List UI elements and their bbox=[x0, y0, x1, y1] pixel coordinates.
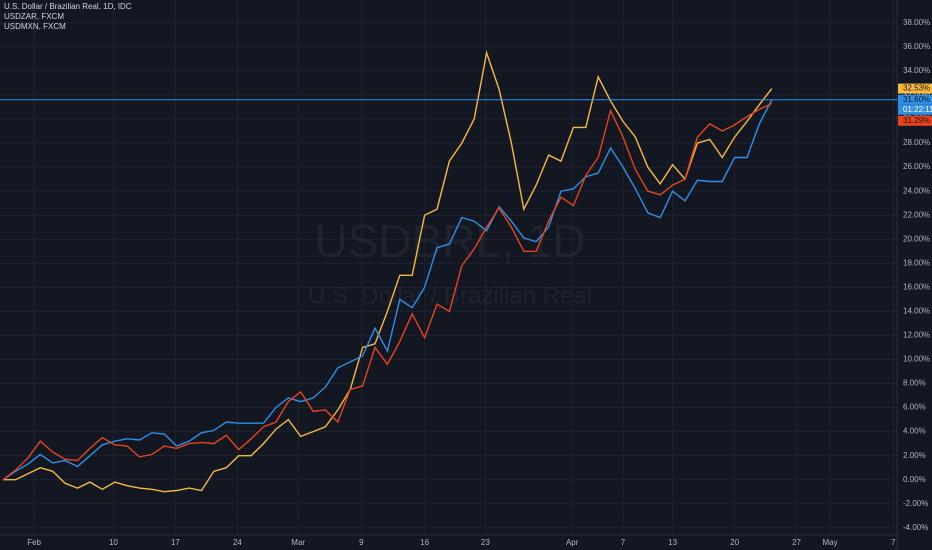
legend-entry: U.S. Dollar / Brazilian Real, 1D, IDC bbox=[4, 2, 132, 11]
series-line bbox=[2, 99, 773, 481]
y-tick-label: 36.00% bbox=[903, 42, 930, 51]
y-tick-label: 14.00% bbox=[903, 306, 930, 315]
y-tick-label: -2.00% bbox=[903, 499, 928, 508]
x-tick-label: 24 bbox=[233, 538, 242, 547]
x-tick-label: 9 bbox=[359, 538, 364, 547]
x-tick-label: 16 bbox=[420, 538, 429, 547]
x-tick-label: 27 bbox=[792, 538, 801, 547]
price-box bbox=[898, 94, 932, 105]
x-tick-label: Mar bbox=[291, 538, 305, 547]
y-tick-label: 28.00% bbox=[903, 138, 930, 147]
y-tick-label: 8.00% bbox=[903, 379, 926, 388]
price-label: 31.60% bbox=[903, 95, 930, 104]
x-tick-label: 7 bbox=[621, 538, 626, 547]
y-tick-label: 22.00% bbox=[903, 210, 930, 219]
x-tick-label: Apr bbox=[566, 538, 579, 547]
watermark: USDBRL, 1D bbox=[315, 215, 586, 267]
countdown: 01:22:11 bbox=[903, 105, 932, 114]
x-tick-label: Feb bbox=[27, 538, 41, 547]
y-tick-label: 4.00% bbox=[903, 427, 926, 436]
price-box bbox=[898, 115, 932, 126]
series-line bbox=[3, 50, 773, 493]
x-tick-label: 10 bbox=[109, 538, 118, 547]
watermark-subtitle: U.S. Dollar / Brazilian Real bbox=[308, 282, 592, 309]
price-label: 31.29% bbox=[903, 116, 930, 125]
price-label: 32.53% bbox=[903, 84, 930, 93]
x-tick-label: May bbox=[822, 538, 837, 547]
y-tick-label: 18.00% bbox=[903, 258, 930, 267]
y-tick-label: 38.00% bbox=[903, 18, 930, 27]
grid-layer bbox=[0, 0, 897, 535]
y-tick-label: 32.00% bbox=[903, 90, 930, 99]
legend-entry: USDZAR, FXCM bbox=[4, 12, 64, 21]
x-tick-label: 13 bbox=[668, 538, 677, 547]
legend-entry: USDMXN, FXCM bbox=[4, 22, 66, 31]
y-tick-label: 10.00% bbox=[903, 355, 930, 364]
y-tick-label: 16.00% bbox=[903, 282, 930, 291]
x-tick-label: 20 bbox=[730, 538, 739, 547]
series-line bbox=[2, 102, 773, 481]
x-tick-label: 23 bbox=[481, 538, 490, 547]
x-tick-label: 17 bbox=[171, 538, 180, 547]
x-tick-label: 7 bbox=[891, 538, 896, 547]
y-tick-label: -4.00% bbox=[903, 523, 928, 532]
y-tick-label: 12.00% bbox=[903, 331, 930, 340]
y-tick-label: 26.00% bbox=[903, 162, 930, 171]
y-tick-label: 0.00% bbox=[903, 475, 926, 484]
y-tick-label: 34.00% bbox=[903, 66, 930, 75]
price-box bbox=[898, 83, 932, 94]
y-tick-label: 6.00% bbox=[903, 403, 926, 412]
y-tick-label: 2.00% bbox=[903, 451, 926, 460]
y-tick-label: 24.00% bbox=[903, 186, 930, 195]
countdown-box bbox=[898, 104, 932, 115]
y-tick-label: 20.00% bbox=[903, 234, 930, 243]
